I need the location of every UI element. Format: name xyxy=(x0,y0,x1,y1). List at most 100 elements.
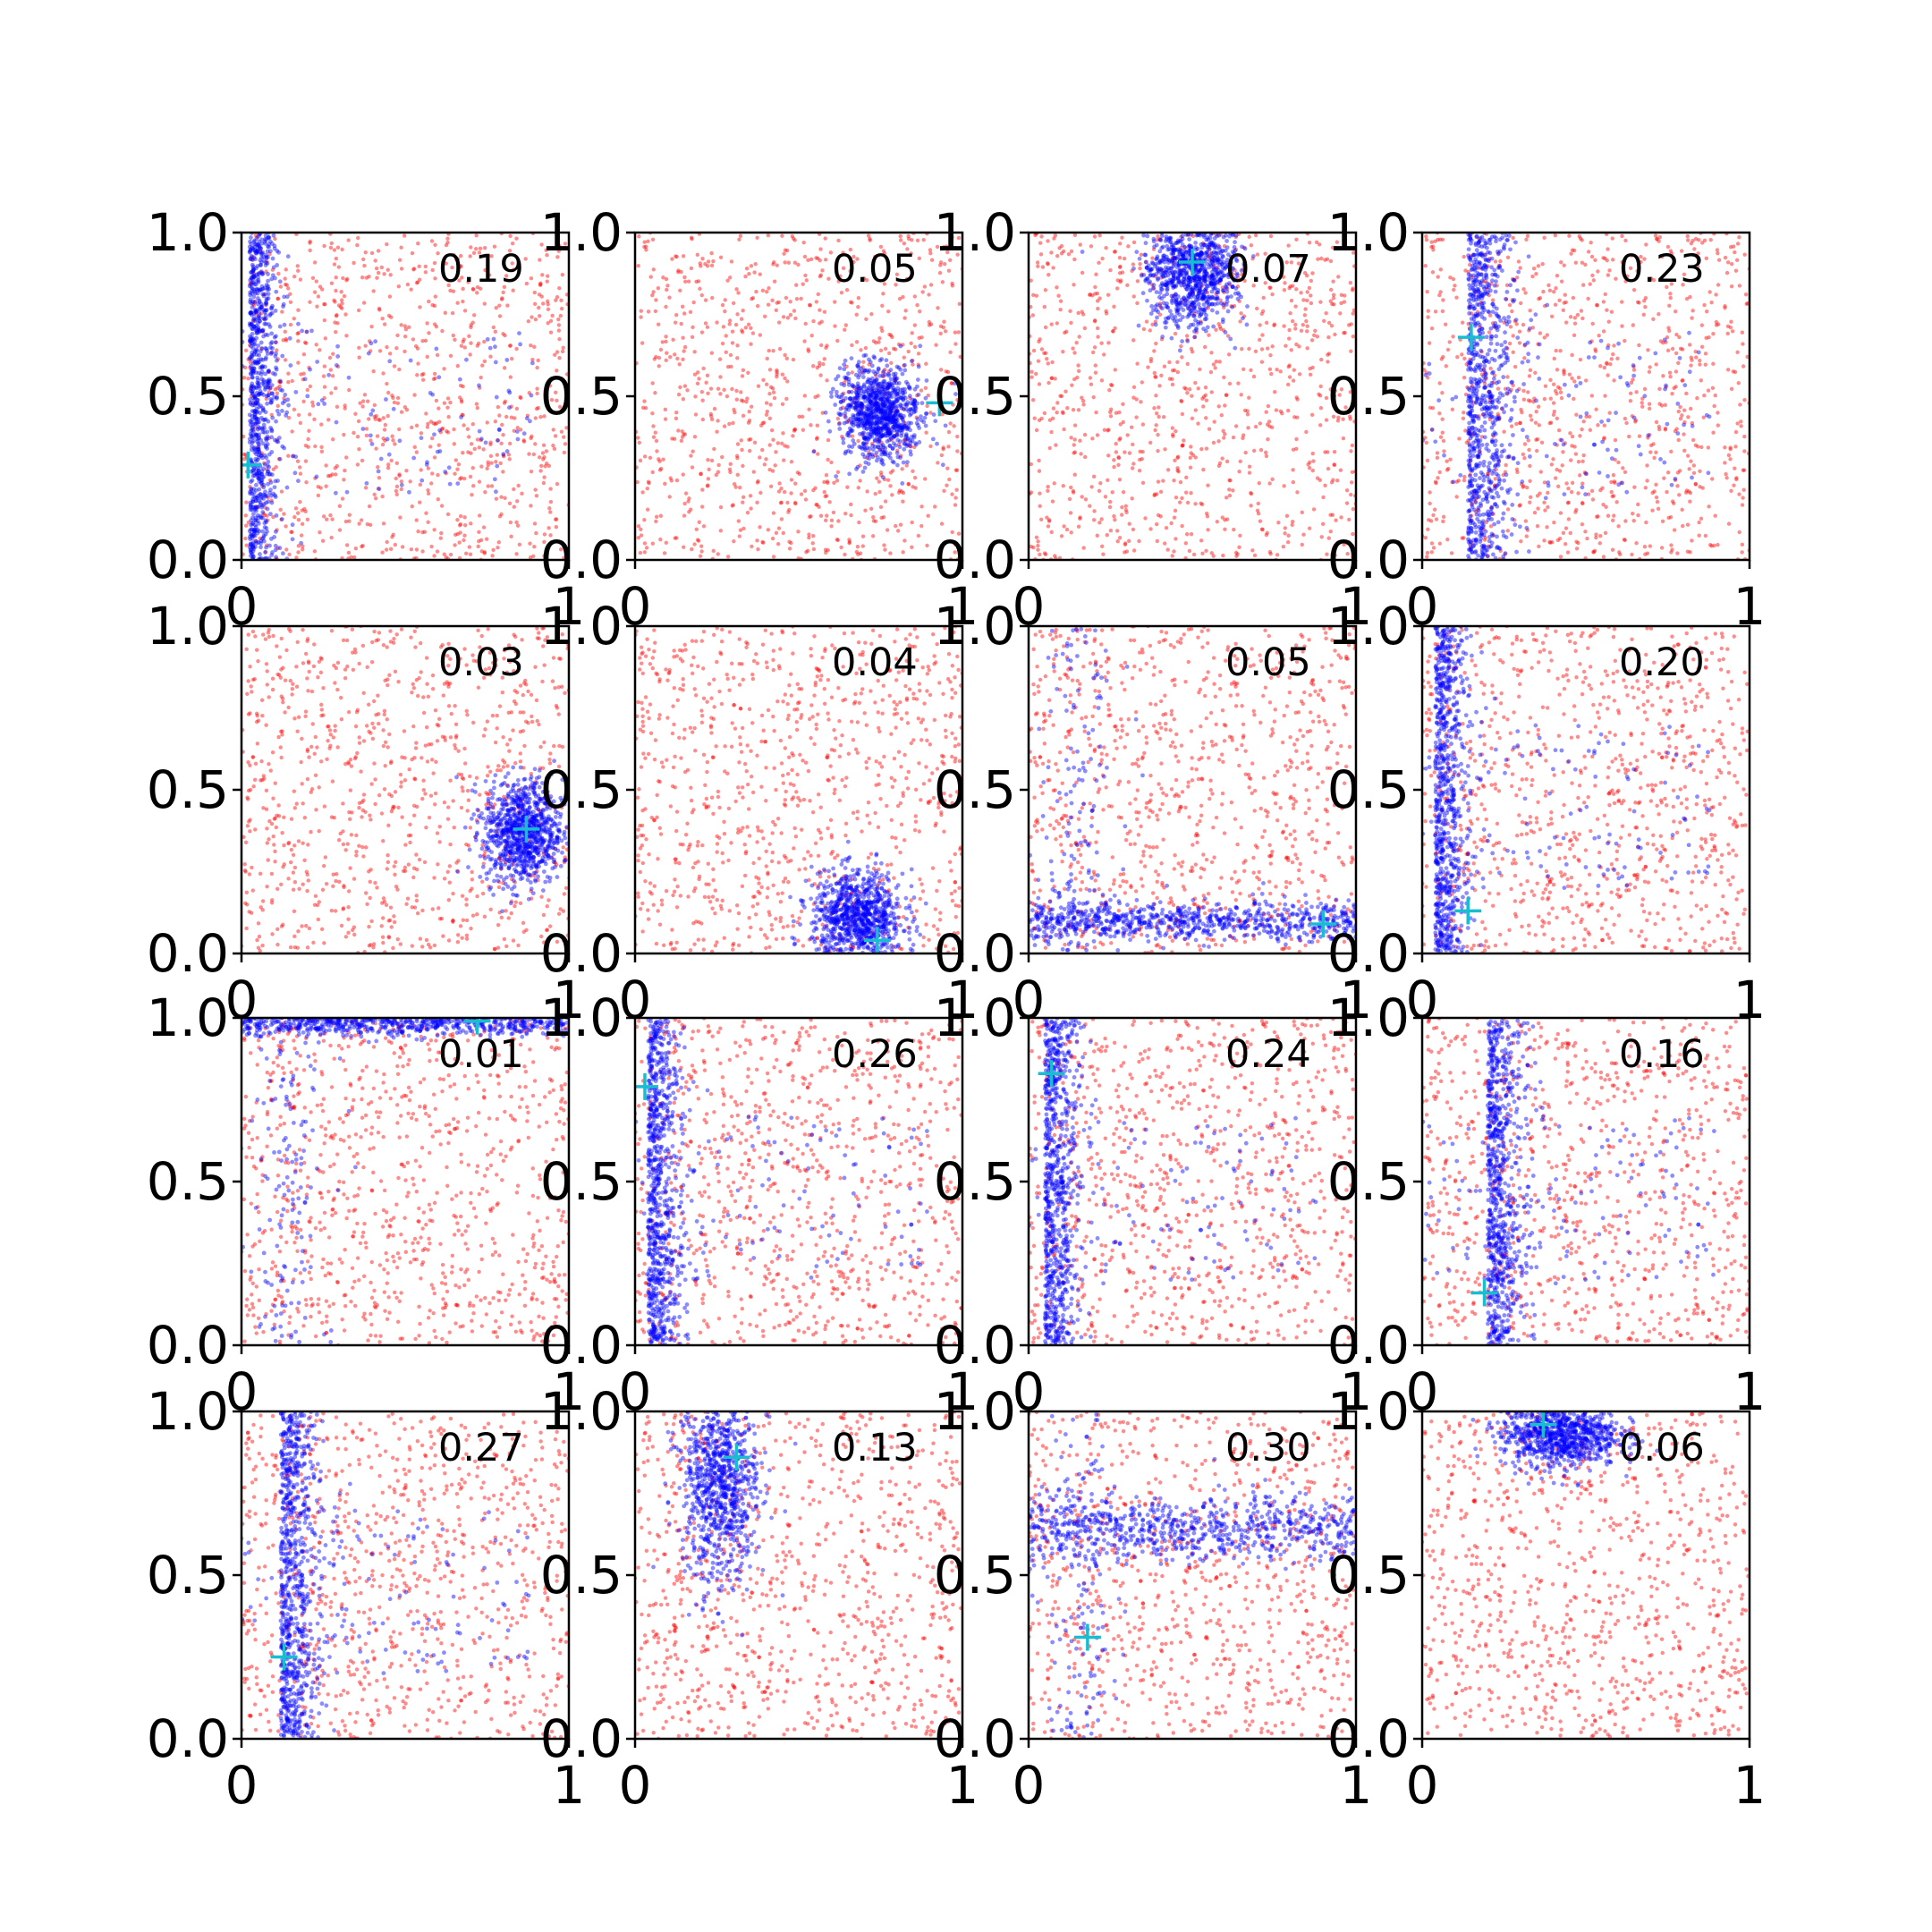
scatter-point xyxy=(322,318,326,323)
scatter-point xyxy=(251,303,257,308)
scatter-point xyxy=(1046,524,1051,529)
scatter-point xyxy=(905,436,911,442)
scatter-point xyxy=(1177,312,1182,318)
scatter-point xyxy=(443,310,448,315)
scatter-point xyxy=(762,420,767,425)
scatter-point xyxy=(837,366,843,371)
scatter-point xyxy=(266,378,270,384)
scatter-point xyxy=(1350,443,1355,448)
scatter-point xyxy=(785,500,790,505)
scatter-point xyxy=(462,538,466,543)
scatter-point xyxy=(1155,315,1159,320)
scatter-point xyxy=(1230,284,1235,289)
scatter-point xyxy=(948,421,953,426)
scatter-point xyxy=(867,397,872,402)
scatter-point xyxy=(1088,292,1092,297)
scatter-point xyxy=(1090,436,1095,441)
scatter-point xyxy=(859,413,863,419)
scatter-point xyxy=(1180,444,1184,448)
scatter-point xyxy=(258,536,262,541)
scatter-point xyxy=(747,410,751,414)
scatter-point xyxy=(413,343,419,349)
scatter-point xyxy=(445,405,450,410)
scatter-point xyxy=(269,350,275,355)
scatter-point xyxy=(273,308,278,313)
scatter-point xyxy=(1037,469,1042,473)
scatter-point xyxy=(874,409,879,414)
scatter-point xyxy=(328,368,334,372)
scatter-point xyxy=(1256,501,1260,506)
scatter-point xyxy=(1094,410,1098,415)
scatter-point xyxy=(876,426,880,431)
scatter-point xyxy=(258,481,264,487)
scatter-point xyxy=(842,380,847,386)
scatter-point xyxy=(1157,301,1163,306)
scatter-point xyxy=(1180,444,1185,448)
scatter-point xyxy=(762,462,767,467)
scatter-point xyxy=(253,317,258,322)
scatter-point xyxy=(689,453,693,458)
scatter-point xyxy=(736,519,741,523)
scatter-point xyxy=(806,347,810,352)
scatter-point xyxy=(1099,378,1105,383)
scatter-point xyxy=(945,466,950,470)
scatter-point xyxy=(880,370,886,375)
scatter-point xyxy=(1030,375,1034,379)
scatter-point xyxy=(893,418,898,423)
scatter-point xyxy=(1034,293,1039,298)
scatter-point xyxy=(275,437,280,442)
scatter-point xyxy=(1196,319,1200,325)
scatter-point xyxy=(867,456,872,462)
scatter-point xyxy=(258,492,263,497)
scatter-point xyxy=(1197,289,1202,293)
scatter-point xyxy=(651,424,656,428)
scatter-point xyxy=(898,387,903,393)
scatter-point xyxy=(250,391,255,396)
scatter-point xyxy=(809,257,814,262)
scatter-point xyxy=(1310,271,1315,275)
scatter-point xyxy=(897,445,902,450)
scatter-point xyxy=(875,401,879,406)
scatter-point xyxy=(373,339,378,344)
scatter-point xyxy=(249,371,254,376)
scatter-point xyxy=(1076,310,1080,316)
scatter-point xyxy=(1216,257,1221,262)
scatter-point xyxy=(721,325,726,329)
scatter-point xyxy=(890,401,895,406)
scatter-point xyxy=(1172,284,1177,289)
scatter-point xyxy=(308,384,313,389)
scatter-point xyxy=(787,507,792,513)
scatter-point xyxy=(1150,322,1155,326)
scatter-point xyxy=(257,529,262,534)
scatter-point xyxy=(252,528,257,532)
scatter-point xyxy=(911,410,917,415)
scatter-point xyxy=(874,450,879,455)
scatter-point xyxy=(644,244,648,249)
scatter-point xyxy=(855,403,860,409)
scatter-point xyxy=(334,472,338,477)
scatter-point xyxy=(737,534,741,538)
scatter-point xyxy=(1152,370,1157,376)
scatter-point xyxy=(296,321,301,326)
scatter-point xyxy=(511,288,515,292)
scatter-point xyxy=(457,278,462,283)
scatter-point xyxy=(251,366,257,371)
scatter-point xyxy=(866,377,871,382)
scatter-point xyxy=(434,325,439,329)
scatter-point xyxy=(254,278,259,284)
scatter-point xyxy=(844,419,850,425)
scatter-point xyxy=(858,551,863,555)
scatter-point xyxy=(336,303,342,308)
scatter-point xyxy=(873,394,878,399)
scatter-point xyxy=(695,381,700,386)
scatter-point xyxy=(269,306,274,311)
scatter-point xyxy=(334,419,339,425)
scatter-point xyxy=(885,386,890,390)
scatter-point xyxy=(880,409,886,414)
scatter-point xyxy=(651,435,657,439)
scatter-point xyxy=(1208,255,1213,260)
scatter-point xyxy=(869,401,873,406)
scatter-point xyxy=(502,284,507,290)
scatter-point xyxy=(380,550,385,555)
scatter-point xyxy=(815,365,820,370)
